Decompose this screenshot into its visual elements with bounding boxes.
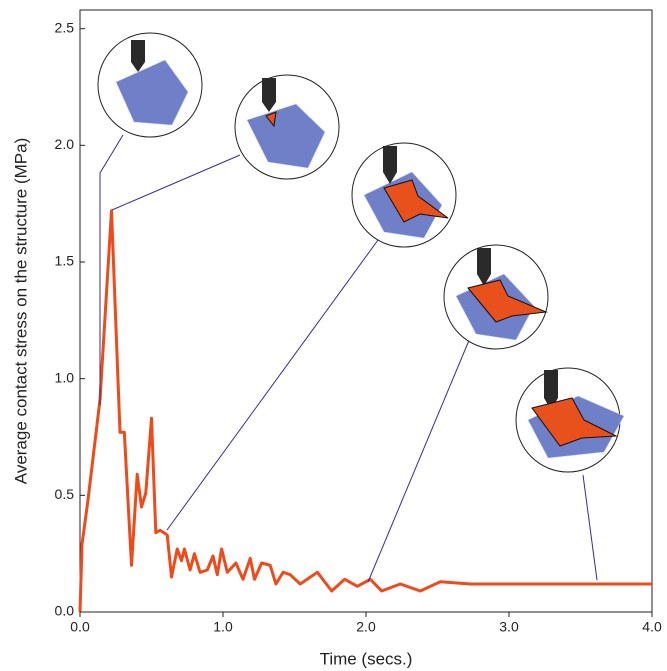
inset-4 xyxy=(443,244,549,350)
leader-line xyxy=(582,474,598,581)
leader-line xyxy=(367,337,471,583)
x-tick-label: 0.0 xyxy=(70,619,90,635)
leader-lines xyxy=(99,134,598,583)
x-tick-label: 1.0 xyxy=(213,619,233,635)
y-tick-label: 1.0 xyxy=(55,369,75,385)
x-tick-label: 3.0 xyxy=(499,619,519,635)
x-tick-label: 4.0 xyxy=(642,619,662,635)
y-tick-label: 0.5 xyxy=(55,486,75,502)
y-tick-label: 1.5 xyxy=(55,253,75,269)
inset-5 xyxy=(515,367,625,473)
leader-line xyxy=(166,239,379,531)
y-tick-label: 0.0 xyxy=(55,603,75,619)
leader-line xyxy=(99,134,124,405)
data-line xyxy=(78,209,652,613)
x-tick-label: 2.0 xyxy=(356,619,376,635)
y-tick-label: 2.0 xyxy=(55,136,75,152)
x-axis-title: Time (secs.) xyxy=(320,649,413,668)
inset-2 xyxy=(234,74,340,180)
inset-1 xyxy=(97,32,203,138)
leader-line xyxy=(111,154,241,211)
y-axis-title: Average contact stress on the structure … xyxy=(11,138,30,484)
y-tick-label: 2.5 xyxy=(55,19,75,35)
inset-3 xyxy=(351,142,457,248)
